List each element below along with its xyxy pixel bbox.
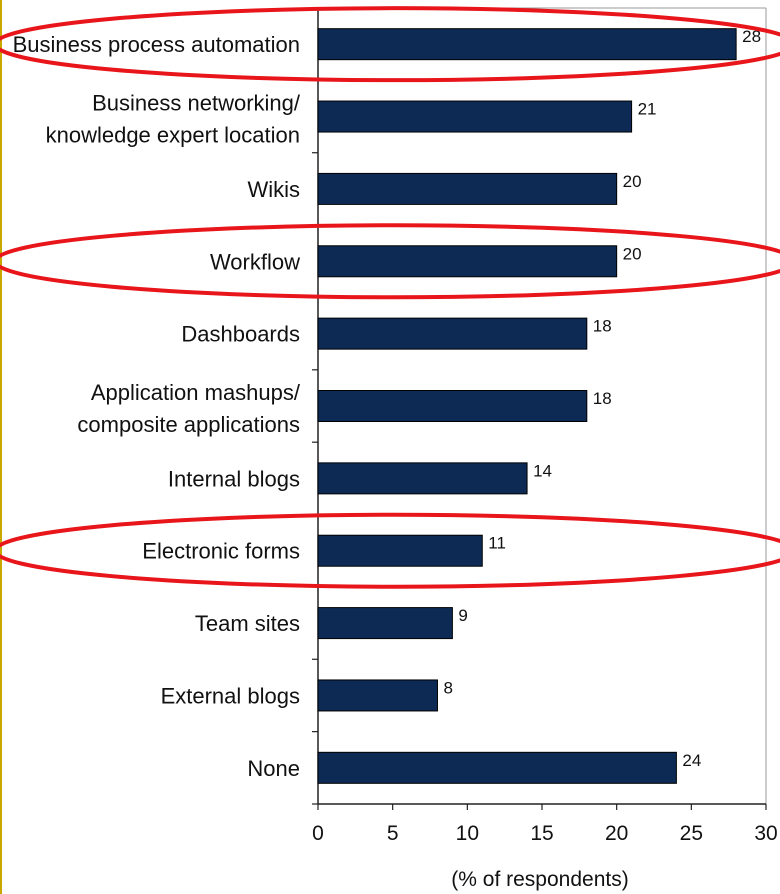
- category-label: Electronic forms: [142, 539, 300, 564]
- bar: [317, 172, 618, 205]
- category-label: Workflow: [210, 249, 300, 274]
- x-axis-title: (% of respondents): [451, 868, 628, 891]
- bar-value-label: 20: [623, 172, 642, 191]
- category-label: Team sites: [195, 611, 300, 636]
- bar: [317, 100, 633, 133]
- left-border-rule: [0, 0, 2, 894]
- bar-value-label: 8: [443, 678, 452, 697]
- bar: [317, 28, 737, 61]
- category-label: Wikis: [247, 177, 300, 202]
- bar-value-label: 24: [682, 751, 701, 770]
- category-label: External blogs: [161, 683, 300, 708]
- bar: [317, 317, 588, 350]
- category-label: Application mashups/composite applicatio…: [77, 380, 300, 437]
- bar: [317, 607, 453, 640]
- bar: [317, 534, 483, 567]
- bar-value-label: 28: [742, 27, 761, 46]
- bar-value-label: 18: [593, 389, 612, 408]
- x-tick-label: 5: [387, 822, 399, 845]
- bar-value-label: 20: [623, 244, 642, 263]
- bar-value-label: 11: [488, 534, 506, 553]
- x-tick-label: 20: [605, 822, 628, 845]
- bar: [317, 679, 438, 712]
- x-tick-label: 10: [456, 822, 479, 845]
- highlight-ellipse: [0, 6, 780, 83]
- bar: [317, 751, 677, 784]
- bar-value-label: 21: [638, 100, 657, 119]
- category-label: Business networking/knowledge expert loc…: [46, 91, 301, 148]
- category-label: Internal blogs: [168, 466, 300, 491]
- x-tick-label: 30: [754, 822, 777, 845]
- x-tick-label: 25: [680, 822, 703, 845]
- highlight-ellipse: [0, 512, 780, 589]
- bar: [317, 390, 588, 422]
- bar-value-label: 9: [458, 606, 467, 625]
- category-label: Business process automation: [13, 32, 300, 57]
- x-tick-label: 0: [312, 822, 324, 845]
- x-tick-label: 15: [530, 822, 553, 845]
- category-label: Dashboards: [181, 322, 300, 347]
- bar-value-label: 14: [533, 461, 552, 480]
- bar-value-label: 18: [593, 317, 612, 336]
- category-label: None: [247, 756, 300, 781]
- bar: [317, 462, 528, 495]
- bar: [317, 245, 618, 278]
- highlight-ellipse: [0, 223, 780, 300]
